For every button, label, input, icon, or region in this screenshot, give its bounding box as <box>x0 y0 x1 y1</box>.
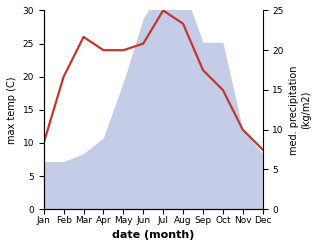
Y-axis label: max temp (C): max temp (C) <box>7 76 17 144</box>
X-axis label: date (month): date (month) <box>112 230 194 240</box>
Y-axis label: med. precipitation
(kg/m2): med. precipitation (kg/m2) <box>289 65 311 155</box>
